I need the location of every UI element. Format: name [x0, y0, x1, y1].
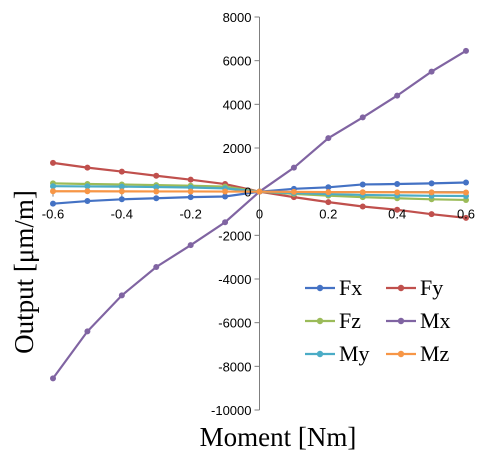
data-point-fx: [118, 196, 125, 203]
legend-swatch-marker: [316, 317, 324, 325]
legend-swatch-marker: [397, 350, 405, 358]
x-tick-label: 0: [256, 207, 263, 222]
data-point-mx: [359, 114, 366, 121]
data-point-mz: [290, 188, 297, 195]
y-tick-label: -8000: [218, 359, 251, 374]
legend-item-fz: Fz: [305, 308, 361, 333]
data-point-my: [50, 183, 56, 190]
data-point-fx: [50, 200, 56, 207]
data-point-fy: [394, 206, 401, 213]
data-point-mz: [394, 189, 401, 196]
data-point-my: [84, 183, 91, 190]
data-point-mz: [153, 188, 160, 195]
legend-item-mx: Mx: [386, 308, 451, 333]
data-point-mx: [222, 219, 229, 226]
y-tick-label: 4000: [223, 97, 252, 112]
legend-item-fx: Fx: [305, 275, 362, 300]
series-mz: [50, 188, 469, 196]
legend-label: Mx: [420, 308, 451, 333]
y-tick-label: -6000: [218, 316, 251, 331]
data-point-fx: [394, 181, 401, 188]
data-point-fy: [428, 211, 435, 218]
y-tick-label: 2000: [223, 141, 252, 156]
legend-swatch-marker: [397, 284, 405, 292]
y-tick-label: 8000: [223, 10, 252, 25]
data-point-mx: [50, 375, 56, 382]
data-point-fx: [463, 179, 469, 186]
y-tick-label: -4000: [218, 272, 251, 287]
x-tick-label: 0.2: [319, 207, 337, 222]
tick-labels: 8000 6000 4000 2000 0 -2000 -4000 -6000 -8000 -10…: [42, 10, 475, 418]
data-point-fx: [84, 198, 91, 205]
data-point-mx: [187, 242, 194, 249]
data-point-fy: [118, 168, 125, 175]
legend-item-fy: Fy: [386, 275, 443, 300]
series-layer: [50, 47, 469, 382]
data-point-mx: [153, 263, 160, 270]
x-axis-title: Moment [Nm]: [200, 422, 357, 452]
data-point-fy: [187, 176, 194, 183]
data-point-mz: [428, 189, 435, 196]
data-point-mz: [50, 188, 56, 195]
data-point-mz: [463, 189, 469, 196]
data-point-fx: [187, 194, 194, 201]
data-point-fx: [359, 181, 366, 188]
data-point-mz: [359, 189, 366, 196]
legend-swatch-marker: [316, 350, 324, 358]
legend-swatch-marker: [316, 284, 324, 292]
legend: Fx Fy Fz Mx My Mz: [305, 275, 451, 366]
data-point-fy: [153, 172, 160, 179]
data-point-mx: [84, 328, 91, 335]
data-point-fy: [463, 214, 469, 221]
data-point-mz: [118, 188, 125, 195]
x-tick-label: -0.2: [179, 207, 201, 222]
legend-label: Mz: [420, 341, 450, 366]
data-point-mz: [256, 188, 263, 195]
legend-label: Fy: [420, 275, 443, 300]
data-point-mx: [394, 92, 401, 99]
data-point-my: [118, 183, 125, 190]
data-point-fy: [325, 199, 332, 206]
data-point-fx: [325, 184, 332, 191]
data-point-my: [153, 184, 160, 191]
x-tick-label: 0.4: [388, 207, 406, 222]
data-point-mx: [325, 135, 332, 142]
x-tick-label: 0.6: [457, 207, 475, 222]
y-tick-label: 6000: [223, 54, 252, 69]
data-point-fx: [222, 193, 229, 200]
data-point-fy: [84, 164, 91, 171]
data-point-mx: [290, 164, 297, 171]
data-point-mz: [84, 188, 91, 195]
legend-label: Fx: [339, 275, 362, 300]
data-point-mz: [222, 188, 229, 195]
legend-item-mz: Mz: [386, 341, 450, 366]
data-point-fy: [359, 203, 366, 210]
legend-label: Fz: [339, 308, 361, 333]
data-point-fx: [153, 195, 160, 202]
data-point-mx: [118, 292, 125, 299]
y-tick-label: -2000: [218, 228, 251, 243]
x-tick-label: -0.6: [42, 207, 64, 222]
y-tick-label: 0: [244, 185, 251, 200]
data-point-mx: [463, 47, 469, 54]
data-point-mx: [428, 68, 435, 75]
data-point-mz: [187, 188, 194, 195]
legend-item-my: My: [305, 341, 370, 366]
data-point-fy: [50, 159, 56, 166]
y-axis-title: Output [μm/m]: [9, 190, 39, 354]
legend-swatch-marker: [397, 317, 405, 325]
x-tick-label: -0.4: [111, 207, 133, 222]
data-point-mz: [325, 189, 332, 196]
y-tick-label: -10000: [211, 403, 251, 418]
data-point-fx: [428, 180, 435, 187]
legend-label: My: [339, 341, 370, 366]
